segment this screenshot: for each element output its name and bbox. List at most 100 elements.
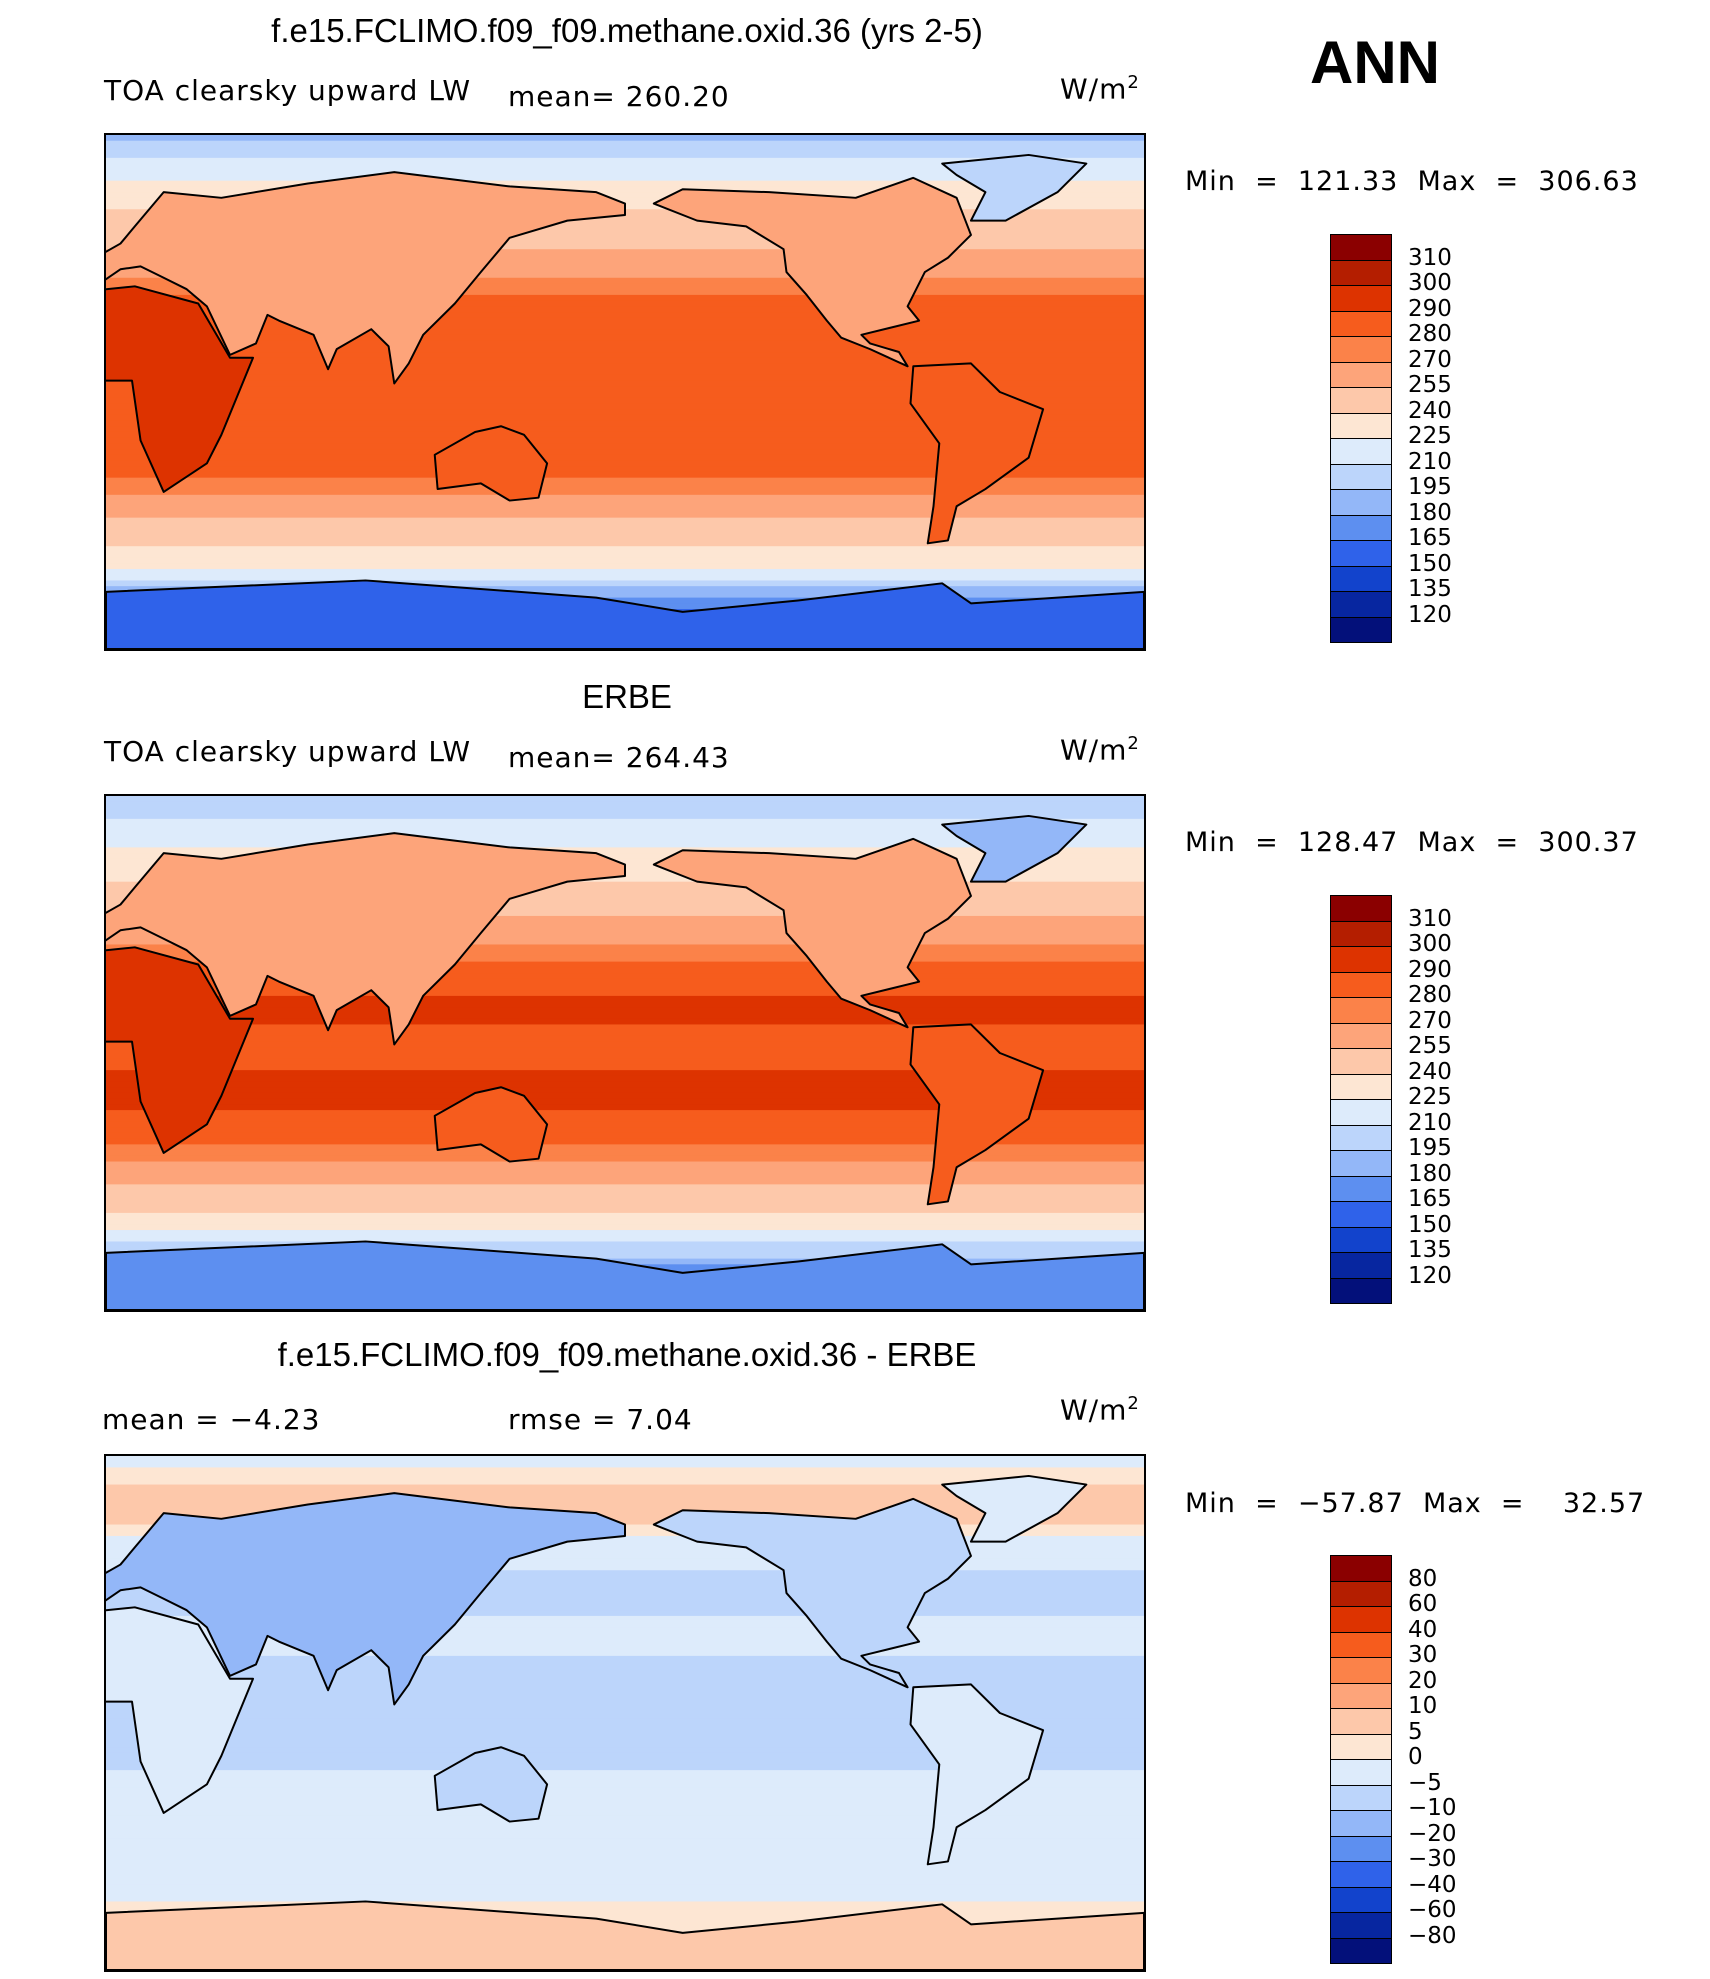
panel-3-map-band xyxy=(106,1890,1144,1897)
panel-3-map-band xyxy=(106,1541,1144,1548)
panel-3-map-coastline xyxy=(106,1606,255,1814)
panel-2-colorbar-tick-label: 135 xyxy=(1408,1237,1452,1263)
panel-1-map-band xyxy=(106,489,1144,496)
panel-1-map-coastline xyxy=(433,425,549,502)
panel-2-map-band xyxy=(106,1035,1144,1043)
panel-2-map-coastline xyxy=(106,946,255,1154)
panel-2-map-band xyxy=(106,1201,1144,1208)
panel-3-map-band xyxy=(106,1661,1144,1668)
panel-2-map-band xyxy=(106,1241,1144,1248)
panel-3-colorbar-swatch xyxy=(1330,1937,1392,1964)
panel-3-map-band xyxy=(106,1478,1144,1486)
panel-1-map-band xyxy=(106,511,1144,519)
panel-2-map-band xyxy=(106,801,1144,809)
panel-1-map-band xyxy=(106,437,1144,444)
panel-1-colorbar-swatch xyxy=(1330,234,1392,261)
panel-1-colorbar-swatch xyxy=(1330,259,1392,286)
panel-2-map-band xyxy=(106,910,1144,917)
panel-1-map-band xyxy=(106,591,1144,599)
panel-3-map-band xyxy=(106,1695,1144,1703)
panel-3-map-band xyxy=(106,1901,1144,1908)
panel-1-map-band xyxy=(106,534,1144,542)
panel-2-colorbar-swatch xyxy=(1330,997,1392,1024)
panel-1-colorbar-swatch xyxy=(1330,310,1392,337)
panel-2-colorbar-swatch xyxy=(1330,946,1392,973)
panel-2-colorbar-swatch xyxy=(1330,1022,1392,1049)
panel-3-map-band xyxy=(106,1655,1144,1663)
panel-1-map-band xyxy=(106,289,1144,296)
panel-1-map xyxy=(104,133,1146,651)
panel-1-colorbar: 310 300 290 280 270 255 240 225 210 195 180 165 150 1… xyxy=(1330,234,1452,643)
panel-2-map-band xyxy=(106,938,1144,946)
panel-1-colorbar-tick-label: 210 xyxy=(1408,448,1452,475)
panel-1-colorbar-swatch xyxy=(1330,438,1392,465)
panel-3-colorbar-swatch xyxy=(1330,1784,1392,1811)
panel-3-map-band xyxy=(106,1673,1144,1680)
panel-3-colorbar-swatch xyxy=(1330,1759,1392,1786)
panel-1-colorbar-tick-label: 195 xyxy=(1408,474,1452,500)
panel-3-map-band xyxy=(106,1467,1144,1474)
panel-3-map-band xyxy=(106,1473,1144,1480)
panel-2-map-band xyxy=(106,1001,1144,1008)
panel-1-map-band xyxy=(106,266,1144,273)
panel-1-map-band xyxy=(106,140,1144,148)
panel-1-map-band xyxy=(106,523,1144,530)
panel-1-colorbar-swatch xyxy=(1330,489,1392,516)
panel-2-map-band xyxy=(106,967,1144,974)
panel-2-map-band xyxy=(106,1115,1144,1123)
panel-1-map-band xyxy=(106,369,1144,376)
panel-3-map-band xyxy=(106,1770,1144,1777)
panel-3-map-coastline xyxy=(652,1497,972,1689)
panel-2-colorbar-swatch xyxy=(1330,1201,1392,1228)
panel-3-map-band xyxy=(106,1627,1144,1634)
panel-1-map-band xyxy=(106,586,1144,593)
panel-3-map-band xyxy=(106,1604,1144,1611)
panel-2-map-band xyxy=(106,955,1144,963)
panel-3-map-band xyxy=(106,1872,1144,1880)
panel-3-map xyxy=(104,1454,1146,1972)
panel-1-map-band xyxy=(106,152,1144,159)
panel-1-map-band xyxy=(106,226,1144,233)
panel-1-map-band xyxy=(106,403,1144,410)
panel-2-map-band xyxy=(106,893,1144,900)
panel-3-map-band xyxy=(106,1713,1144,1720)
panel-2-title: ERBE xyxy=(582,678,672,715)
panel-3-map-band xyxy=(106,1850,1144,1857)
panel-1-map-band xyxy=(106,346,1144,353)
panel-3-map-band xyxy=(106,1787,1144,1794)
panel-2-colorbar-swatch xyxy=(1330,1252,1392,1279)
panel-2-map-band xyxy=(106,1030,1144,1037)
panel-3-colorbar-swatch xyxy=(1330,1606,1392,1633)
panel-2-colorbar-tick-label: 150 xyxy=(1408,1211,1452,1238)
panel-1-map-band xyxy=(106,380,1144,387)
panel-2-colorbar-swatch xyxy=(1330,1150,1392,1177)
panel-1-map-band xyxy=(106,197,1144,205)
panel-3-map-band xyxy=(106,1764,1144,1771)
panel-1-map-band xyxy=(106,551,1144,559)
panel-2-map-band xyxy=(106,835,1144,843)
panel-2-map-band xyxy=(106,1132,1144,1140)
panel-2-map-band xyxy=(106,853,1144,860)
panel-2-map-band xyxy=(106,927,1144,934)
panel-2-map-band xyxy=(106,1098,1144,1105)
panel-2-map-band xyxy=(106,1047,1144,1054)
panel-2-colorbar: 310 300 290 280 270 255 240 225 210 195 180 165 150 1… xyxy=(1330,895,1452,1304)
panel-3-map-band xyxy=(106,1884,1144,1891)
panel-2-colorbar-tick-label: 210 xyxy=(1408,1109,1452,1136)
panel-3-colorbar-swatch xyxy=(1330,1708,1392,1735)
panel-1-colorbar-swatch xyxy=(1330,540,1392,567)
panel-1-map-band xyxy=(106,546,1144,553)
panel-1-colorbar-tick-label: 280 xyxy=(1408,321,1452,347)
panel-3-colorbar-swatch xyxy=(1330,1835,1392,1862)
panel-2-map-band xyxy=(106,1167,1144,1174)
panel-3-map-band xyxy=(106,1741,1144,1748)
panel-3-map-band xyxy=(106,1495,1144,1503)
panel-1-map-band xyxy=(106,220,1144,227)
panel-1-map-band xyxy=(106,323,1144,330)
panel-3-map-band xyxy=(106,1593,1144,1600)
panel-1-map-coastline xyxy=(106,285,255,493)
panel-3-colorbar-tick-label: 5 xyxy=(1408,1718,1423,1745)
panel-2-map-coastline xyxy=(106,1240,1144,1310)
panel-2-map-band xyxy=(106,1053,1144,1060)
panel-2-map-band xyxy=(106,1155,1144,1163)
